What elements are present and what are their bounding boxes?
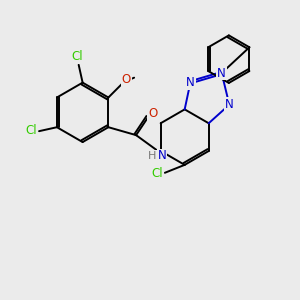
Text: N: N — [217, 67, 226, 80]
Text: O: O — [122, 73, 131, 86]
Text: O: O — [148, 107, 158, 120]
Text: Cl: Cl — [72, 50, 83, 63]
Text: N: N — [158, 149, 166, 162]
Text: N: N — [186, 76, 195, 89]
Text: N: N — [225, 98, 234, 111]
Text: Cl: Cl — [25, 124, 37, 137]
Text: H: H — [148, 151, 156, 161]
Text: Cl: Cl — [151, 167, 163, 180]
